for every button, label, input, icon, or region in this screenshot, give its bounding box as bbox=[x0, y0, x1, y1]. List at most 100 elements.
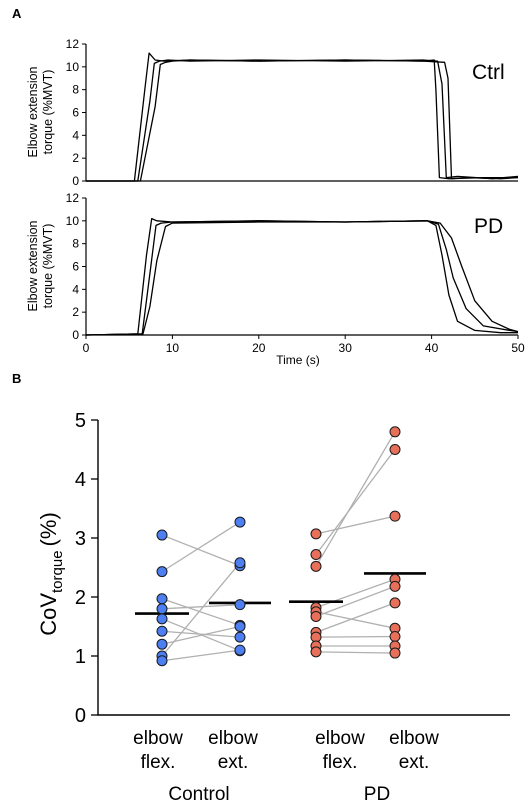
pair-line bbox=[315, 611, 396, 629]
ctrl-ylabel-line2: torque (%MVT) bbox=[41, 70, 55, 155]
cov-axes bbox=[97, 420, 510, 716]
pd-x-ticks: 0 10 20 30 40 50 bbox=[83, 335, 525, 355]
ctrl-y-ticks: 0 2 4 6 8 10 12 bbox=[66, 37, 86, 188]
torque-trace-2 bbox=[86, 59, 519, 182]
ext-point bbox=[234, 599, 246, 611]
torque-trace-3 bbox=[85, 220, 519, 336]
pd-ylabel-line1: Elbow extension bbox=[26, 220, 40, 311]
ctrl-axes bbox=[85, 44, 518, 182]
cov-y-tick-label: 3 bbox=[75, 528, 86, 550]
ctrl-ylabel-line1: Elbow extension bbox=[26, 66, 40, 157]
y-tick-label: 6 bbox=[72, 260, 79, 274]
pair-line bbox=[161, 521, 241, 573]
cov-y-tick-label: 0 bbox=[75, 705, 86, 727]
flex-point bbox=[310, 528, 322, 540]
y-tick-label: 10 bbox=[66, 214, 80, 228]
pd-traces bbox=[85, 217, 519, 336]
cov-pair-lines bbox=[161, 431, 396, 662]
pair-line bbox=[315, 602, 396, 634]
pair-line bbox=[315, 651, 396, 654]
pair-line bbox=[315, 578, 396, 609]
flex-point bbox=[156, 625, 168, 637]
y-tick-label: 2 bbox=[72, 151, 79, 165]
flex-point bbox=[156, 593, 168, 605]
category-label-2-line1: elbow bbox=[315, 728, 365, 749]
y-tick-label: 4 bbox=[72, 128, 79, 142]
cov-ylabel-main: CoV bbox=[36, 593, 61, 636]
ext-point bbox=[389, 647, 401, 659]
flex-point bbox=[310, 549, 322, 561]
torque-trace-2 bbox=[85, 220, 519, 336]
category-label-0-line1: elbow bbox=[133, 728, 183, 749]
pair-line bbox=[315, 585, 396, 618]
x-tick-label: 20 bbox=[252, 341, 266, 355]
category-label-2-line2: flex. bbox=[323, 752, 358, 773]
flex-point bbox=[156, 529, 168, 541]
cov-ylabel-sub: torque bbox=[49, 550, 66, 593]
category-label-3-line2: ext. bbox=[399, 752, 430, 773]
cov-y-ticks: 0 1 2 3 4 5 bbox=[75, 410, 98, 727]
ext-point bbox=[234, 631, 246, 643]
flex-point bbox=[310, 560, 322, 572]
x-tick-label: 0 bbox=[83, 341, 90, 355]
chart-ctrl-torque: Elbow extension torque (%MVT) 024681012 … bbox=[26, 37, 519, 188]
y-tick-label: 10 bbox=[66, 60, 80, 74]
cov-ylabel: CoVtorque (%) bbox=[36, 512, 66, 636]
pair-line bbox=[161, 562, 241, 657]
ext-point bbox=[234, 644, 246, 656]
x-tick-label: 30 bbox=[339, 341, 353, 355]
pd-ylabel-line2: torque (%MVT) bbox=[41, 224, 55, 309]
time-axis-label: Time (s) bbox=[276, 353, 320, 367]
pair-line bbox=[315, 515, 396, 535]
group-label-control: Control bbox=[168, 784, 229, 805]
pd-group-label: PD bbox=[474, 215, 503, 238]
pd-axes bbox=[85, 198, 518, 336]
category-label-1-line1: elbow bbox=[208, 728, 258, 749]
flex-point bbox=[156, 566, 168, 578]
y-tick-label: 4 bbox=[72, 282, 79, 296]
torque-trace-1 bbox=[86, 52, 518, 182]
ext-point bbox=[389, 580, 401, 592]
pair-line bbox=[161, 604, 241, 610]
pair-line bbox=[161, 598, 241, 626]
flex-point bbox=[310, 610, 322, 622]
cov-y-tick-label: 2 bbox=[75, 587, 86, 609]
cov-y-tick-label: 4 bbox=[75, 469, 86, 491]
flex-point bbox=[156, 603, 168, 615]
cov-points bbox=[156, 426, 401, 667]
flex-point bbox=[156, 655, 168, 667]
pd-y-ticks: 0 2 4 6 8 10 12 bbox=[66, 191, 86, 342]
ctrl-group-label: Ctrl bbox=[472, 61, 505, 84]
pair-line bbox=[315, 449, 396, 555]
y-tick-label: 12 bbox=[66, 191, 80, 205]
y-tick-label: 6 bbox=[72, 106, 79, 120]
flex-point bbox=[310, 646, 322, 658]
x-tick-label: 40 bbox=[425, 341, 439, 355]
torque-trace-3 bbox=[86, 59, 519, 182]
category-label-3-line1: elbow bbox=[389, 728, 439, 749]
ext-point bbox=[389, 510, 401, 522]
panel-letter-b: B bbox=[12, 371, 21, 386]
category-label-1-line2: ext. bbox=[218, 752, 249, 773]
cov-ylabel-unit: (%) bbox=[36, 512, 61, 546]
ext-point bbox=[234, 621, 246, 632]
panel-letter-a: A bbox=[12, 6, 22, 21]
y-tick-label: 12 bbox=[66, 37, 80, 51]
y-tick-label: 8 bbox=[72, 83, 79, 97]
cov-y-tick-label: 1 bbox=[75, 646, 86, 668]
category-label-0-line2: flex. bbox=[141, 752, 176, 773]
pair-line bbox=[315, 635, 396, 638]
x-tick-label: 10 bbox=[166, 341, 180, 355]
y-tick-label: 2 bbox=[72, 305, 79, 319]
chart-pd-torque: Elbow extension torque (%MVT) 024681012 … bbox=[26, 191, 525, 367]
pair-line bbox=[161, 630, 241, 638]
ext-point bbox=[234, 516, 246, 528]
y-tick-label: 8 bbox=[72, 237, 79, 251]
y-tick-label: 0 bbox=[72, 174, 79, 188]
y-tick-label: 0 bbox=[72, 328, 79, 342]
flex-point bbox=[156, 638, 168, 650]
ext-point bbox=[389, 597, 401, 609]
x-tick-label: 50 bbox=[511, 341, 525, 355]
group-label-pd: PD bbox=[364, 784, 390, 805]
